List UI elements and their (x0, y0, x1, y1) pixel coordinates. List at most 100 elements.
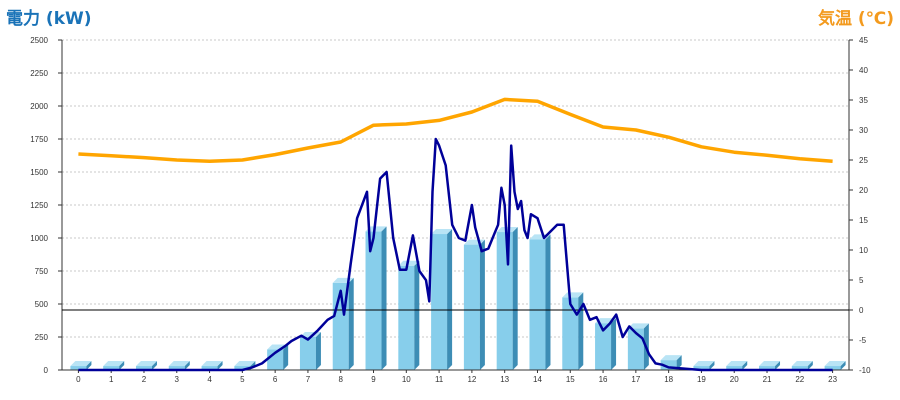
bar-side (611, 318, 617, 370)
bar-side (217, 361, 223, 370)
x-tick-label: 5 (240, 375, 245, 384)
x-tick-label: 23 (828, 375, 837, 384)
bar (595, 323, 612, 370)
bar-side (512, 227, 518, 370)
y-right-tick-label: 0 (859, 306, 864, 315)
x-tick-label: 21 (763, 375, 772, 384)
bar (463, 244, 480, 370)
x-tick-label: 10 (402, 375, 411, 384)
x-tick-label: 8 (339, 375, 344, 384)
y-left-tick-label: 1000 (30, 234, 48, 243)
bar (824, 366, 841, 370)
bar-side (315, 332, 321, 370)
bar-side (676, 355, 682, 370)
bar-side (414, 260, 420, 370)
bar (496, 232, 513, 370)
bar-side (86, 361, 92, 370)
y-right-tick-label: 15 (859, 216, 868, 225)
bar-top (627, 323, 649, 329)
x-tick-label: 13 (500, 375, 509, 384)
y-left-tick-label: 2250 (30, 69, 48, 78)
bar (431, 234, 448, 370)
right-axis-title: 気温 (℃) (817, 9, 894, 29)
bar-side (283, 344, 289, 370)
y-left-tick-label: 2000 (30, 102, 48, 111)
y-right-tick-label: -10 (859, 366, 871, 375)
x-tick-label: 11 (435, 375, 444, 384)
y-left-tick-label: 1500 (30, 168, 48, 177)
y-right-tick-label: 45 (859, 36, 868, 45)
bar (693, 366, 710, 370)
bar-top (791, 361, 813, 367)
x-tick-label: 7 (306, 375, 311, 384)
y-left-tick-label: 0 (44, 366, 49, 375)
temperature-line (78, 97, 833, 163)
x-tick-label: 19 (697, 375, 706, 384)
y-right-tick-label: 30 (859, 126, 868, 135)
bar (135, 366, 152, 370)
bar (562, 297, 579, 370)
bar (398, 265, 415, 370)
y-left-tick-label: 750 (35, 267, 49, 276)
bar (627, 328, 644, 370)
bar-side (807, 361, 813, 370)
y-left-tick-label: 1750 (30, 135, 48, 144)
bar-top (234, 361, 256, 367)
x-tick-label: 20 (730, 375, 739, 384)
bar-top (824, 361, 846, 367)
y-right-tick-label: 5 (859, 276, 864, 285)
bar-top (562, 292, 584, 298)
y-right-tick-label: 25 (859, 156, 868, 165)
y-left-tick-label: 2500 (30, 36, 48, 45)
x-tick-label: 18 (664, 375, 673, 384)
y-left-tick-label: 250 (35, 333, 49, 342)
y-right-tick-label: 10 (859, 246, 868, 255)
bar (234, 366, 251, 370)
y-left-tick-label: 1250 (30, 201, 48, 210)
bar-side (447, 229, 453, 370)
bar (70, 366, 87, 370)
bar-top (168, 361, 190, 367)
x-tick-label: 3 (175, 375, 180, 384)
bar-top (70, 361, 92, 367)
bar-side (348, 277, 354, 370)
bar (759, 366, 776, 370)
x-tick-label: 16 (599, 375, 608, 384)
bar (529, 239, 546, 370)
y-right-tick-label: 20 (859, 186, 868, 195)
bar (103, 366, 120, 370)
x-tick-label: 9 (371, 375, 376, 384)
bar (201, 366, 218, 370)
x-tick-label: 2 (142, 375, 147, 384)
x-tick-label: 1 (109, 375, 114, 384)
bar-top (726, 361, 748, 367)
y-right-tick-label: 35 (859, 96, 868, 105)
bar (168, 366, 185, 370)
bar-top (103, 361, 125, 367)
bar-top (759, 361, 781, 367)
bar-side (119, 361, 125, 370)
bar-top (431, 229, 453, 235)
bar (726, 366, 743, 370)
x-tick-label: 15 (566, 375, 575, 384)
bar (365, 231, 382, 370)
bar-top (693, 361, 715, 367)
x-tick-label: 14 (533, 375, 542, 384)
x-tick-label: 17 (631, 375, 640, 384)
x-tick-label: 6 (273, 375, 278, 384)
x-tick-label: 4 (207, 375, 212, 384)
bar-top (135, 361, 157, 367)
bar-side (775, 361, 781, 370)
bar-side (151, 361, 157, 370)
bar-side (709, 361, 715, 370)
bar-top (365, 226, 387, 232)
bar-side (381, 226, 387, 370)
power-line (78, 137, 833, 372)
bar-side (184, 361, 190, 370)
bar-side (479, 239, 485, 370)
bar (791, 366, 808, 370)
bar (660, 360, 677, 370)
bar (299, 337, 316, 370)
